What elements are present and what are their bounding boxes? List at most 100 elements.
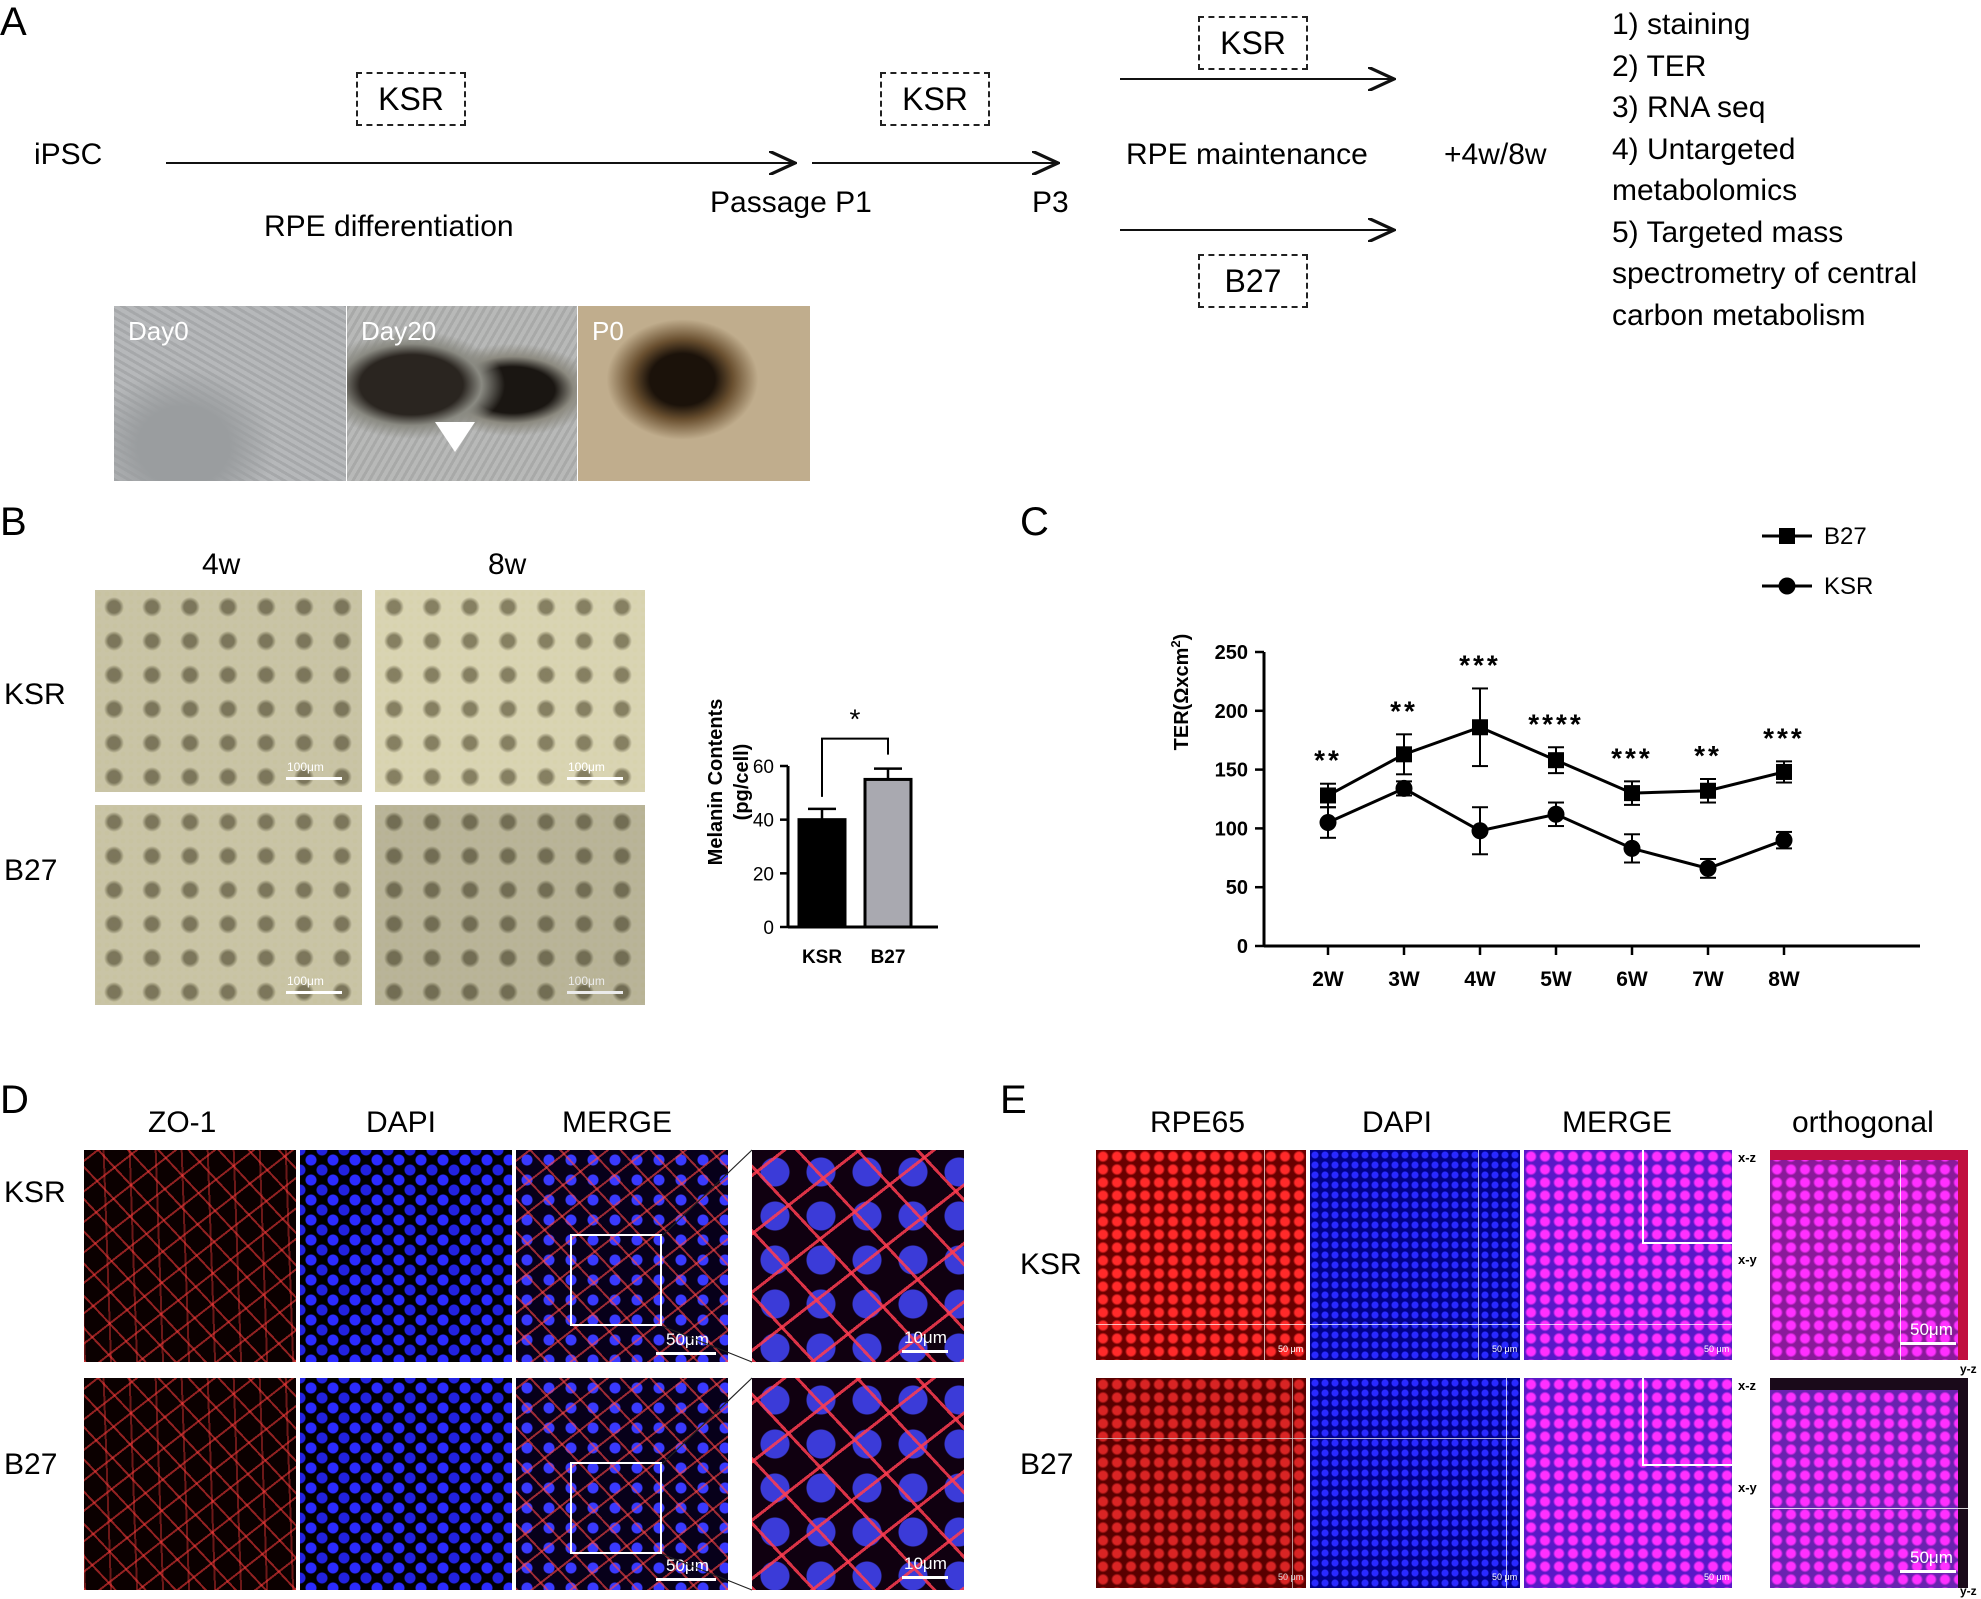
y-tick-label: 100: [1215, 818, 1248, 840]
zoom-image-b27: 10μm: [752, 1378, 964, 1590]
merge-image-ksr: 50μm: [516, 1150, 728, 1362]
point-ksr: [1623, 839, 1641, 857]
panel-a-letter: A: [0, 0, 27, 44]
scale-label: 50 μm: [1278, 1572, 1304, 1582]
day20-image: Day20: [347, 306, 577, 481]
xy-label: x-y: [1738, 1252, 1757, 1267]
legend-marker: [1778, 577, 1796, 595]
slice-line: [1292, 1378, 1293, 1588]
ksr-box-3: KSR: [1198, 16, 1308, 70]
scale-label: 100μm: [287, 760, 324, 774]
x-tick-label: 2W: [1312, 968, 1344, 990]
panel-d-letter: D: [0, 1078, 29, 1122]
scale-bar: [1900, 1570, 1956, 1573]
point-b27: [1700, 782, 1716, 799]
rpe-maintenance-label: RPE maintenance: [1126, 138, 1368, 171]
point-ksr: [1319, 814, 1337, 832]
y-tick-label: 0: [1237, 936, 1248, 958]
bf-image-ksr-4w: 100μm: [95, 590, 362, 792]
scale-label: 100μm: [568, 760, 605, 774]
scale-label: 50μm: [666, 1556, 709, 1575]
day0-image: Day0: [114, 306, 346, 481]
x-tick-label: 3W: [1388, 968, 1420, 990]
dapi-image-ksr: [300, 1150, 512, 1362]
yz-label: y-z: [1960, 1584, 1977, 1598]
x-tick-label: 4W: [1464, 968, 1496, 990]
scale-bar: [286, 991, 342, 994]
zoom-image-ksr: 10μm: [752, 1150, 964, 1362]
series-line-ksr: [1327, 786, 1785, 870]
merge-image-ksr: 50 μm: [1524, 1150, 1732, 1360]
scale-label: 50μm: [666, 1330, 709, 1349]
zoom-region-box: [570, 1462, 662, 1554]
point-ksr: [1699, 859, 1717, 877]
significance-bracket: [821, 737, 889, 797]
y-tick-label: 60: [753, 757, 774, 778]
passage-p1-label: Passage P1: [710, 186, 872, 219]
row-label-b27: B27: [1020, 1448, 1074, 1481]
y-tick-label: 250: [1215, 642, 1248, 664]
xz-label: x-z: [1738, 1150, 1757, 1165]
point-b27: [1320, 787, 1336, 804]
step-line: carbon metabolism: [1612, 298, 1866, 332]
step-line: 4) Untargeted: [1612, 132, 1796, 166]
ter-ylabel: TER(Ωxcm2): [1168, 634, 1193, 751]
point-ksr: [1471, 822, 1489, 840]
dapi-image-ksr: 50 μm: [1310, 1150, 1520, 1360]
zoom-region-box: [570, 1234, 662, 1326]
panel-c-letter: C: [1020, 500, 1049, 544]
significance-label: ***: [1459, 649, 1501, 680]
orthogonal-inset-box: [1642, 1378, 1732, 1466]
scale-bar: [567, 777, 623, 780]
day20-label: Day20: [361, 316, 437, 346]
y-tick-label: 150: [1215, 760, 1248, 782]
xz-strip: [1770, 1150, 1968, 1160]
yz-strip: [1958, 1378, 1968, 1588]
slice-line: [1478, 1150, 1479, 1360]
ter-line-chart: TER(Ωxcm2) 0 50 100 150 200 250 2W 3W 4W 5W 6W 7W 8W…: [1168, 523, 1920, 990]
zo1-image-ksr: [84, 1150, 296, 1362]
workflow-arrows: [166, 0, 1981, 340]
x-tick-label: 6W: [1616, 968, 1648, 990]
yz-strip: [1958, 1150, 1968, 1360]
p0-label: P0: [592, 316, 624, 346]
significance-label: **: [1694, 740, 1722, 771]
col-label-merge: MERGE: [562, 1106, 673, 1139]
bf-image-ksr-8w: 100μm: [375, 590, 645, 792]
row-label-ksr: KSR: [4, 678, 66, 711]
xz-label: x-z: [1738, 1378, 1757, 1393]
zo1-image-b27: [84, 1378, 296, 1590]
row-label-ksr: KSR: [4, 1176, 66, 1209]
col-label-4w: 4w: [202, 548, 241, 581]
slice-line: [1524, 1324, 1732, 1325]
x-tick-label: KSR: [802, 947, 842, 968]
rpe65-image-b27: 50 μm: [1096, 1378, 1306, 1588]
slice-line: [1264, 1150, 1265, 1360]
scale-bar: [656, 1352, 716, 1355]
ter-ylabel-close: ): [1171, 634, 1193, 641]
point-b27: [1396, 746, 1412, 763]
analysis-steps: 1) staining 2) TER 3) RNA seq 4) Untarge…: [1612, 4, 1917, 336]
scale-bar: [286, 777, 342, 780]
scale-label: 50 μm: [1492, 1344, 1518, 1354]
scale-label: 50μm: [1910, 1548, 1953, 1567]
step-line: 3) RNA seq: [1612, 91, 1766, 124]
bf-image-b27-8w: 100μm: [375, 805, 645, 1005]
significance-label: ***: [1763, 722, 1805, 753]
significance-label: **: [1390, 695, 1418, 726]
col-label-dapi: DAPI: [366, 1106, 437, 1139]
point-b27: [1548, 752, 1564, 769]
point-b27: [1624, 785, 1640, 802]
scale-bar: [567, 991, 623, 994]
point-ksr: [1775, 831, 1793, 849]
dapi-image-b27: [300, 1378, 512, 1590]
slice-line: [1310, 1438, 1520, 1439]
x-tick-label: 8W: [1768, 968, 1800, 990]
dapi-image-b27: 50 μm: [1310, 1378, 1520, 1588]
melanin-bar-chart: Melanin Contents (pg/cell) 0 20 40 60 KSR B27…: [705, 699, 938, 968]
scale-label: 10μm: [904, 1554, 947, 1573]
step-line: 5) Targeted mass: [1612, 215, 1844, 249]
bar-ksr: [797, 818, 847, 929]
col-label-orthogonal: orthogonal: [1792, 1106, 1934, 1139]
y-tick-label: 200: [1215, 701, 1248, 723]
